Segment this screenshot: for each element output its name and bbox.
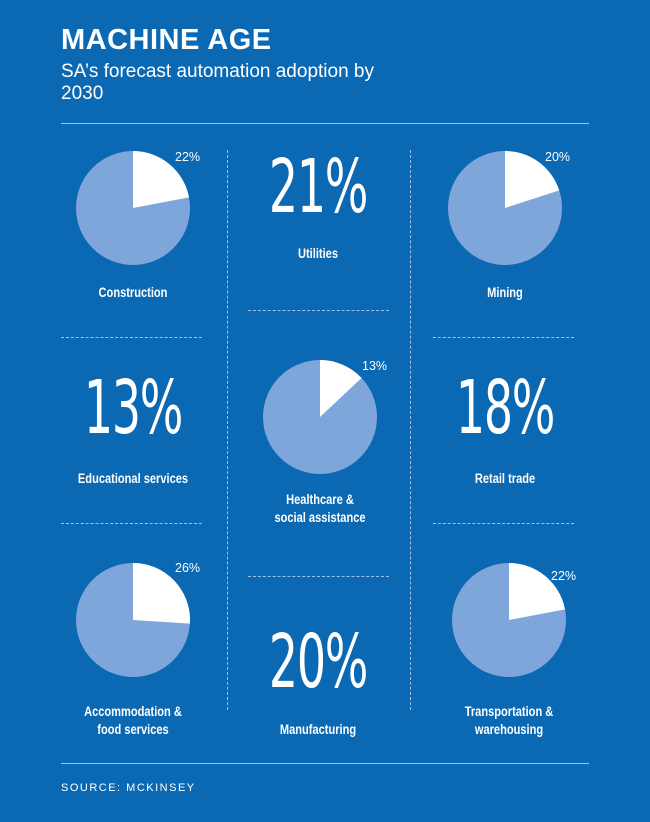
pie-accommodation-and-food-services: [76, 563, 191, 677]
page-subtitle: SA’s forecast automation adoption by 203…: [61, 61, 374, 104]
sector-label-accommodation-and-food-services: Accommodation & food services: [51, 703, 215, 739]
sector-label-utilities: Utilities: [297, 246, 338, 261]
big-value-manufacturing: 20%: [268, 619, 369, 705]
column-divider-left: [227, 150, 228, 710]
sector-label-educational-services: Educational services: [77, 471, 189, 486]
sector-label-line: Transportation &: [464, 704, 554, 719]
big-value-utilities: 21%: [268, 144, 369, 230]
row-divider: [248, 310, 389, 311]
data-label-accommodation-and-food-services: 26%: [175, 561, 201, 575]
sector-label-line: warehousing: [474, 722, 544, 737]
source-note: SOURCE: MCKINSEY: [61, 782, 196, 794]
sector-label-manufacturing: Manufacturing: [279, 722, 357, 737]
page-title: MACHINE AGE: [61, 24, 272, 56]
sector-label-healthcare-and-social-assistance: Healthcare & social assistance: [238, 491, 402, 527]
pie-value-slice: [505, 151, 560, 208]
sector-label-line: social assistance: [274, 510, 366, 525]
data-label-healthcare-and-social-assistance: 13%: [362, 359, 388, 373]
top-divider: [61, 123, 589, 124]
pie-value-slice: [133, 563, 191, 624]
data-label-construction: 22%: [175, 150, 201, 164]
pie-construction: [76, 151, 190, 265]
sector-label-line: Healthcare &: [286, 492, 354, 507]
row-divider: [61, 523, 202, 524]
column-divider-right: [410, 150, 411, 710]
sector-label-mining: Mining: [487, 285, 523, 300]
row-divider: [248, 576, 389, 577]
pie-mining: [448, 151, 562, 265]
data-label-transportation-and-warehousing: 22%: [551, 569, 577, 583]
data-label-mining: 20%: [545, 150, 571, 164]
sector-label-retail-trade: Retail trade: [474, 471, 536, 486]
bottom-divider: [61, 763, 589, 764]
sector-label-transportation-and-warehousing: Transportation & warehousing: [427, 703, 591, 739]
pie-value-slice: [509, 563, 565, 620]
pie-healthcare-and-social-assistance: [263, 360, 377, 474]
pie-transportation-and-warehousing: [452, 563, 566, 677]
sector-label-line: food services: [97, 722, 169, 737]
row-divider: [61, 337, 202, 338]
sector-label-construction: Construction: [98, 285, 168, 300]
big-value-educational-services: 13%: [83, 365, 184, 451]
sector-label-line: Accommodation &: [84, 704, 182, 719]
row-divider: [433, 337, 574, 338]
row-divider: [433, 523, 574, 524]
big-value-retail-trade: 18%: [455, 365, 556, 451]
pie-value-slice: [320, 360, 362, 417]
pie-value-slice: [133, 151, 189, 208]
